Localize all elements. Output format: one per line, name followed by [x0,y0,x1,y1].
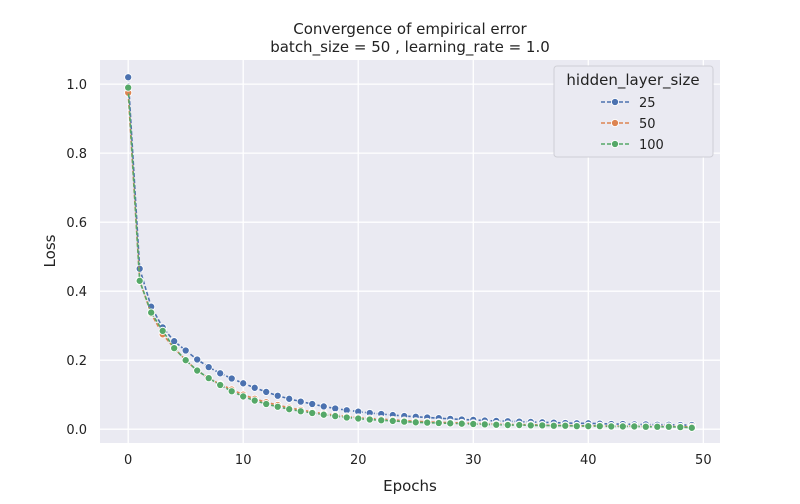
data-point [434,418,443,428]
data-point [193,366,202,375]
legend-marker [610,139,620,149]
data-point [216,380,225,390]
data-point [319,402,328,411]
series-layer [124,73,696,432]
legend-entry-25: 25 [601,96,656,111]
legend-entry-100: 100 [601,138,664,153]
data-point [319,410,328,419]
data-point [285,394,294,403]
data-point [584,422,593,431]
x-tick-label: 0 [124,453,132,468]
data-point [342,413,351,422]
data-point [239,392,248,401]
x-tick-label: 30 [465,453,482,468]
data-point [273,391,282,400]
data-point [653,422,662,431]
data-point [377,416,386,425]
legend-label: 50 [639,117,656,132]
data-point [630,422,639,431]
data-point [676,423,685,432]
data-point [446,419,455,428]
data-point [492,420,501,429]
data-point [503,421,512,430]
legend-label: 100 [639,138,664,153]
data-point [227,387,236,396]
data-point [365,415,374,424]
series-100 [124,83,696,432]
y-tick-label: 0.0 [66,423,87,438]
x-tick-label: 50 [695,453,712,468]
data-point [250,383,259,392]
data-point [423,418,432,427]
y-tick-label: 1.0 [66,78,87,93]
data-point [687,423,696,432]
data-point [572,422,581,431]
data-point [515,421,524,430]
data-point [538,421,547,430]
x-axis-label: Epochs [383,477,437,495]
data-point [204,363,213,372]
legend: hidden_layer_size 25 50 100 [553,65,714,158]
data-point [400,417,409,426]
data-point [561,421,570,430]
y-tick-label: 0.8 [66,147,87,162]
data-point [124,73,133,82]
chart-title: Convergence of empirical error [293,20,527,38]
legend-entries: 25 50 100 [601,96,664,153]
data-point [664,422,673,431]
y-tick-label: 0.6 [66,216,87,231]
data-point [526,421,535,430]
data-point [193,355,202,364]
data-point [135,276,144,285]
legend-title: hidden_layer_size [566,71,699,90]
data-point [227,374,236,383]
data-point [124,83,133,92]
data-point [216,369,225,378]
y-tick-label: 0.2 [66,354,87,369]
data-point [262,387,271,396]
data-point [388,416,397,425]
data-point [181,346,190,355]
data-point [262,399,271,409]
data-point [480,420,489,429]
tick-layer: 0 10 20 30 40 50 0.0 0.2 0.4 0.6 0.8 1.0 [66,78,711,468]
data-point [308,408,317,418]
data-point [618,422,627,431]
legend-marker [610,118,620,128]
x-tick-label: 20 [350,453,367,468]
data-point [641,422,650,431]
data-point [158,326,167,335]
legend-marker [610,97,620,107]
data-point [607,422,616,431]
data-point [457,419,466,428]
data-point [181,356,190,365]
y-axis-label: Loss [41,234,59,267]
data-point [331,412,340,421]
data-point [595,422,604,431]
data-point [296,407,305,416]
legend-label: 25 [639,96,656,111]
chart-subtitle: batch_size = 50 , learning_rate = 1.0 [270,38,550,57]
data-point [411,418,420,427]
data-point [273,402,282,411]
data-point [239,379,248,388]
data-point [549,421,558,430]
data-point [285,405,294,414]
data-point [354,414,363,423]
data-point [204,374,213,383]
legend-entry-50: 50 [601,117,656,132]
data-point [469,419,478,429]
data-point [147,308,156,317]
data-point [296,397,305,406]
data-point [308,399,317,409]
x-tick-label: 40 [580,453,597,468]
y-tick-label: 0.4 [66,285,87,300]
data-point [250,396,259,405]
data-point [170,344,179,353]
x-tick-label: 10 [235,453,252,468]
legend-box [553,65,714,158]
